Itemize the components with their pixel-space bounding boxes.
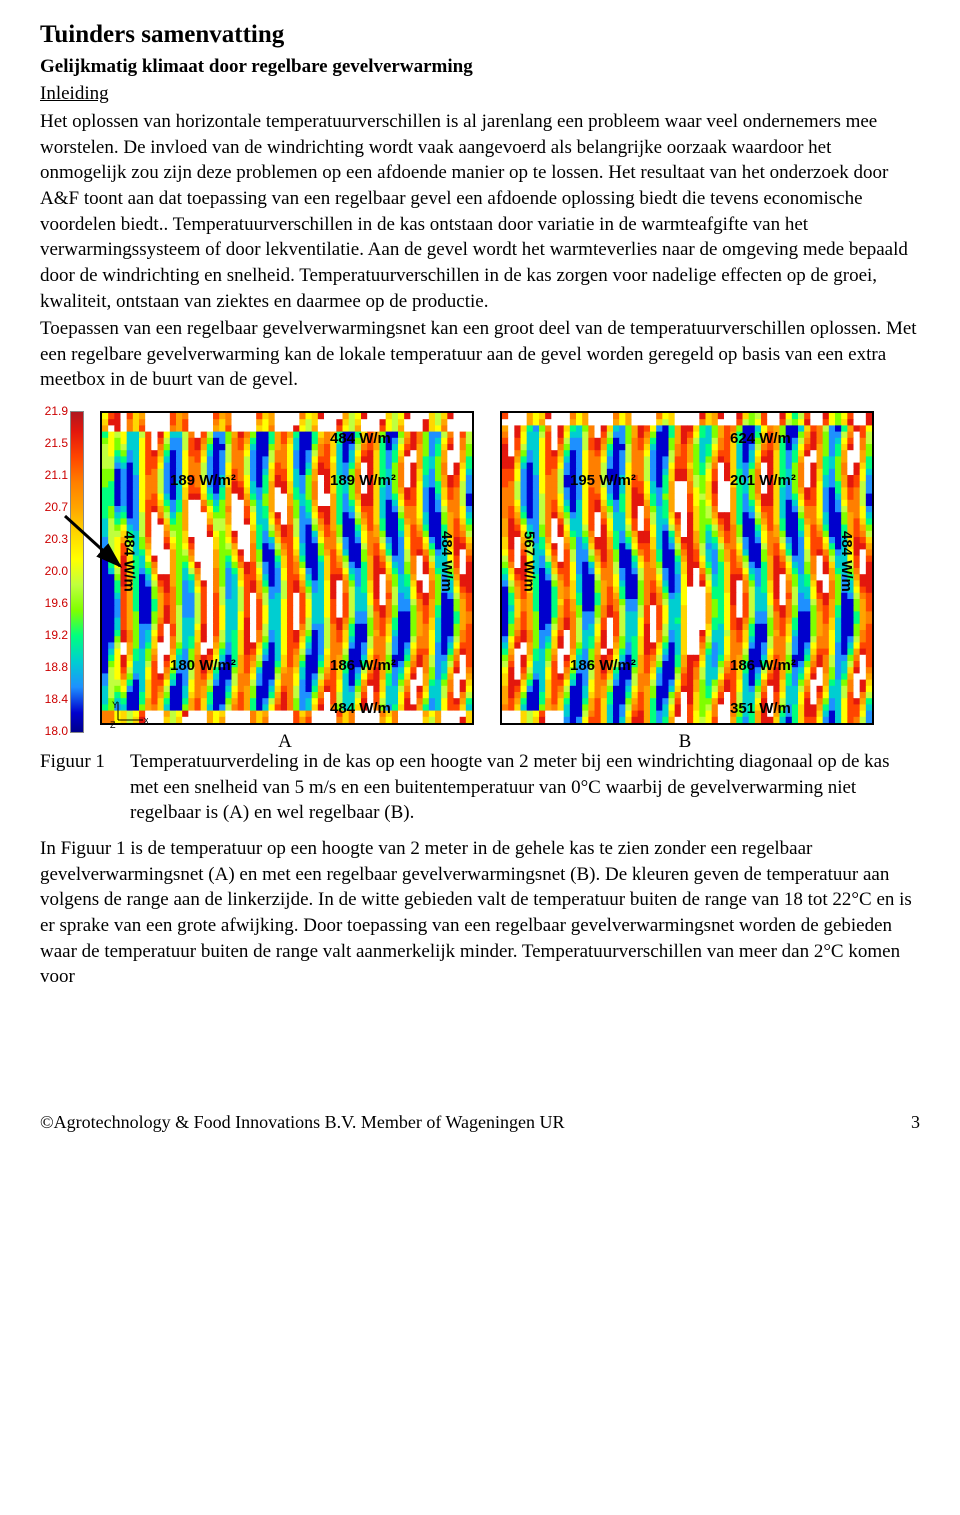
heatmap-panel-b: 624 W/m 351 W/m 567 W/m 484 W/m 195 W/m²… [500, 411, 870, 741]
label-a-top: 484 W/m [330, 429, 391, 449]
figure-1: 21.921.521.120.720.320.019.619.218.818.4… [40, 411, 920, 741]
label-b-ur: 201 W/m² [730, 471, 796, 491]
figure-label: Figuur 1 [40, 749, 130, 826]
label-a-ul: 189 W/m² [170, 471, 236, 491]
page-number: 3 [911, 1110, 920, 1134]
footer-text: ©Agrotechnology & Food Innovations B.V. … [40, 1110, 565, 1134]
figure-caption: Temperatuurverdeling in de kas op een ho… [130, 749, 920, 826]
paragraph-1: Het oplossen van horizontale temperatuur… [40, 109, 920, 314]
axis-marker-icon: x YZ [108, 700, 148, 735]
label-a-ur: 189 W/m² [330, 471, 396, 491]
label-b-ll: 186 W/m² [570, 656, 636, 676]
label-a-right: 484 W/m [436, 531, 456, 592]
label-b-bottom: 351 W/m [730, 699, 791, 719]
label-b-ul: 195 W/m² [570, 471, 636, 491]
label-a-lr: 186 W/m² [330, 656, 396, 676]
label-b-right: 484 W/m [836, 531, 856, 592]
subtitle: Gelijkmatig klimaat door regelbare gevel… [40, 54, 920, 80]
label-a-left: 484 W/m [118, 531, 138, 592]
paragraph-2: Toepassen van een regelbaar gevelverwarm… [40, 316, 920, 393]
panel-a-letter: A [100, 729, 470, 755]
label-b-lr: 186 W/m² [730, 656, 796, 676]
label-a-bottom: 484 W/m [330, 699, 391, 719]
panel-b-letter: B [500, 729, 870, 755]
label-b-left: 567 W/m [518, 531, 538, 592]
svg-text:Y: Y [112, 700, 118, 710]
paragraph-3: In Figuur 1 is de temperatuur op een hoo… [40, 836, 920, 990]
label-b-top: 624 W/m [730, 429, 791, 449]
heatmap-b-svg [500, 411, 874, 725]
svg-text:Z: Z [110, 720, 116, 730]
heatmap-a-svg [100, 411, 474, 725]
page-title: Tuinders samenvatting [40, 18, 920, 52]
label-a-ll: 180 W/m² [170, 656, 236, 676]
svg-text:x: x [144, 715, 148, 725]
heatmap-panel-a: 484 W/m 484 W/m 484 W/m 484 W/m 189 W/m²… [100, 411, 470, 741]
section-heading-inleiding: Inleiding [40, 81, 920, 107]
